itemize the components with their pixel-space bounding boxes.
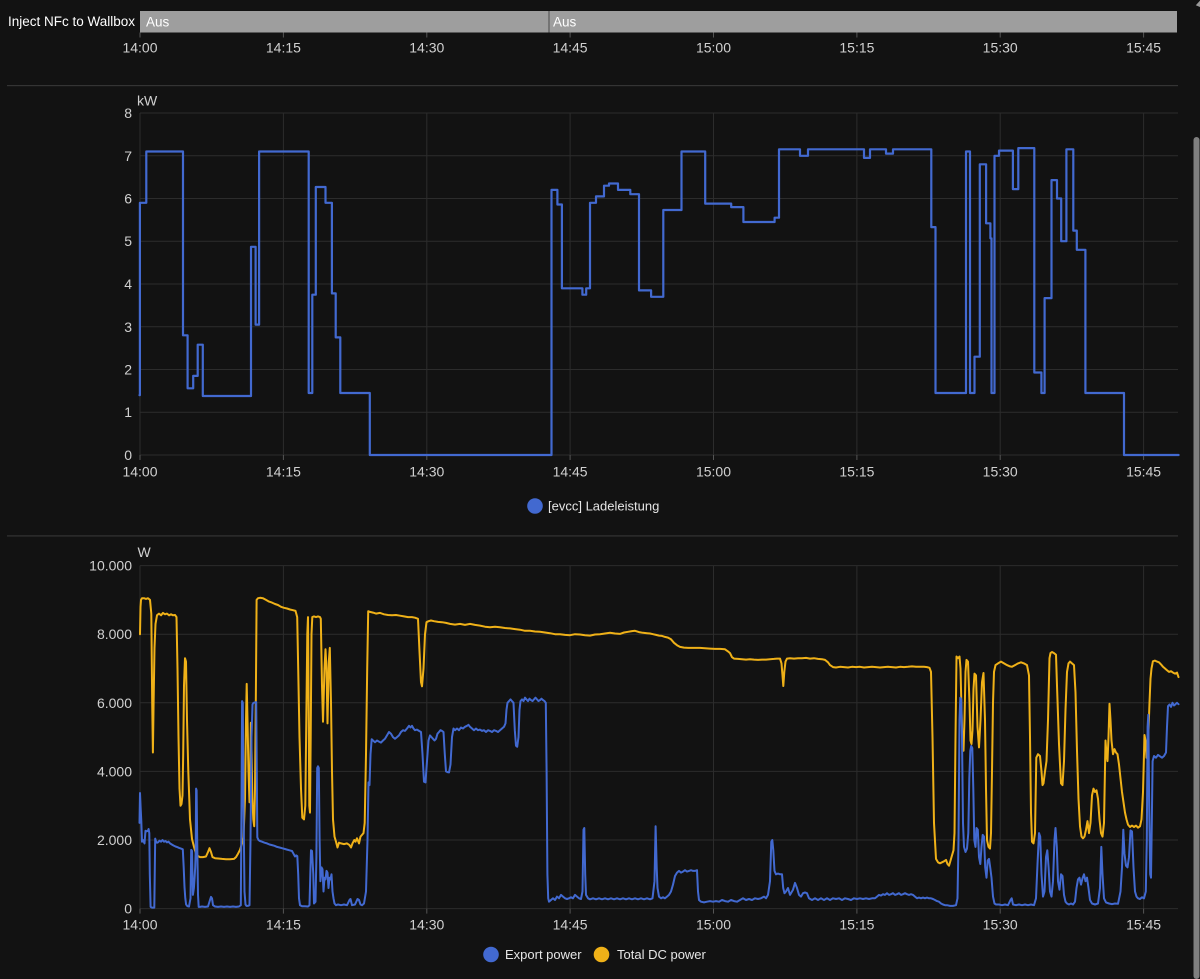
svg-text:W: W: [138, 544, 152, 560]
svg-text:0: 0: [124, 447, 132, 463]
svg-text:2.000: 2.000: [97, 832, 132, 848]
svg-text:14:15: 14:15: [266, 917, 301, 933]
svg-text:15:30: 15:30: [983, 464, 1018, 480]
svg-text:2: 2: [124, 362, 132, 378]
svg-text:6: 6: [124, 191, 132, 207]
svg-text:4: 4: [124, 276, 132, 292]
svg-text:6.000: 6.000: [97, 695, 132, 711]
svg-text:8: 8: [124, 105, 132, 121]
svg-text:14:30: 14:30: [409, 917, 444, 933]
svg-text:14:45: 14:45: [553, 464, 588, 480]
svg-text:14:45: 14:45: [553, 917, 588, 933]
svg-text:15:15: 15:15: [839, 917, 874, 933]
svg-text:14:30: 14:30: [409, 40, 444, 56]
svg-text:8.000: 8.000: [97, 626, 132, 642]
svg-text:15:30: 15:30: [983, 917, 1018, 933]
svg-text:[evcc] Ladeleistung: [evcc] Ladeleistung: [548, 499, 659, 514]
svg-text:Total DC power: Total DC power: [617, 947, 707, 962]
svg-text:Export power: Export power: [505, 947, 582, 962]
svg-text:15:45: 15:45: [1126, 917, 1161, 933]
svg-text:Aus: Aus: [146, 15, 170, 30]
svg-text:15:15: 15:15: [839, 464, 874, 480]
svg-text:14:00: 14:00: [122, 40, 157, 56]
svg-text:4.000: 4.000: [97, 763, 132, 779]
svg-text:kW: kW: [137, 93, 158, 109]
svg-text:14:45: 14:45: [553, 40, 588, 56]
svg-text:15:00: 15:00: [696, 40, 731, 56]
svg-text:14:00: 14:00: [122, 917, 157, 933]
svg-text:14:15: 14:15: [266, 40, 301, 56]
svg-text:10.000: 10.000: [89, 558, 132, 574]
svg-text:7: 7: [124, 148, 132, 164]
svg-text:14:00: 14:00: [122, 464, 157, 480]
svg-text:15:30: 15:30: [983, 40, 1018, 56]
svg-text:15:45: 15:45: [1126, 464, 1161, 480]
svg-text:Inject NFc to Wallbox: Inject NFc to Wallbox: [8, 14, 135, 29]
svg-text:14:15: 14:15: [266, 464, 301, 480]
svg-text:15:00: 15:00: [696, 917, 731, 933]
svg-text:Aus: Aus: [553, 15, 577, 30]
svg-text:14:30: 14:30: [409, 464, 444, 480]
svg-text:15:15: 15:15: [839, 40, 874, 56]
svg-text:3: 3: [124, 319, 132, 335]
svg-text:15:00: 15:00: [696, 464, 731, 480]
svg-text:15:45: 15:45: [1126, 40, 1161, 56]
svg-text:0: 0: [124, 901, 132, 917]
svg-text:5: 5: [124, 233, 132, 249]
svg-text:1: 1: [124, 404, 132, 420]
